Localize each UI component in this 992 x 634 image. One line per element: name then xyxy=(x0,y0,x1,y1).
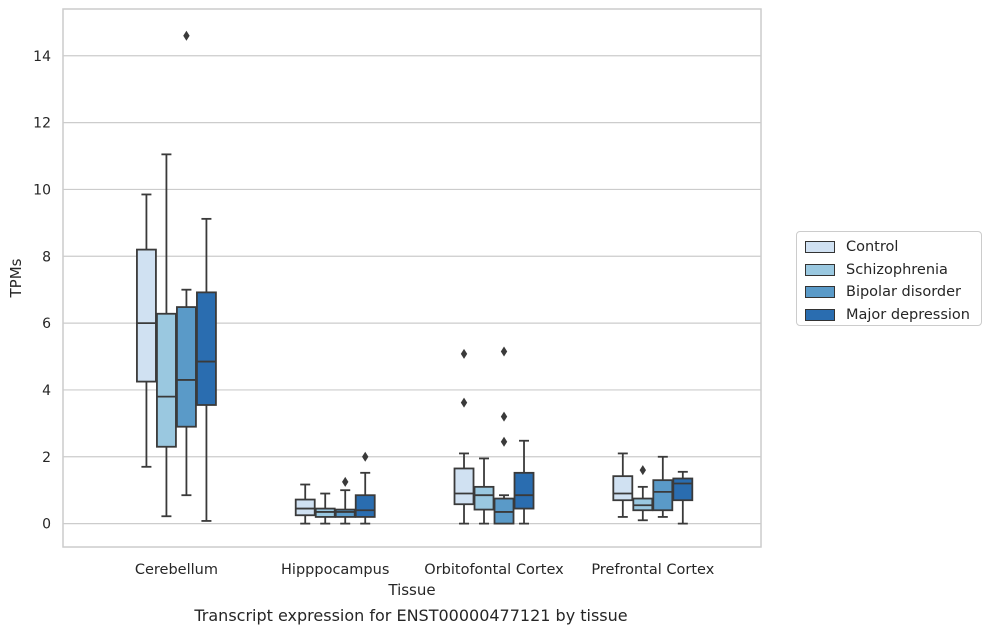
x-tick-label: Orbitofontal Cortex xyxy=(424,562,564,578)
outlier-marker xyxy=(460,348,468,359)
box xyxy=(473,485,495,511)
legend-label: Major depression xyxy=(846,306,970,323)
outlier-marker xyxy=(500,346,508,357)
x-tick-label: Prefrontal Cortex xyxy=(591,562,714,578)
y-tick-label: 14 xyxy=(33,49,51,65)
outlier-marker xyxy=(639,465,647,476)
box xyxy=(672,477,694,502)
box xyxy=(513,471,535,510)
y-tick-label: 4 xyxy=(42,383,51,399)
box xyxy=(354,494,376,518)
legend-label: Control xyxy=(846,239,899,256)
plot-area xyxy=(62,8,762,548)
legend-item: Control xyxy=(805,236,981,259)
legend-item: Bipolar disorder xyxy=(805,281,981,304)
chart-caption: Transcript expression for ENST0000047712… xyxy=(194,606,628,625)
box xyxy=(294,498,316,517)
y-tick-label: 8 xyxy=(42,249,51,265)
box xyxy=(652,479,674,512)
legend: Control Schizophrenia Bipolar disorder Majo… xyxy=(796,231,982,326)
outlier-marker xyxy=(500,436,508,447)
box xyxy=(136,248,157,383)
outlier-marker xyxy=(362,451,369,462)
legend-item: Major depression xyxy=(805,304,981,327)
box xyxy=(196,291,217,406)
x-tick-label: Cerebellum xyxy=(135,562,218,578)
legend-item: Schizophrenia xyxy=(805,259,981,282)
outlier-marker xyxy=(460,397,468,408)
y-tick-label: 12 xyxy=(33,116,51,132)
x-axis-label: Tissue xyxy=(387,581,435,599)
y-tick-label: 6 xyxy=(42,316,51,332)
legend-label: Schizophrenia xyxy=(846,261,948,278)
y-tick-label: 2 xyxy=(42,450,51,466)
y-tick-label: 0 xyxy=(42,517,51,533)
legend-label: Bipolar disorder xyxy=(846,284,961,301)
y-axis-label: TPMs xyxy=(7,258,25,298)
box xyxy=(453,467,475,506)
legend-swatch xyxy=(805,308,835,321)
legend-swatch xyxy=(805,263,835,276)
box xyxy=(156,312,177,448)
outlier-marker xyxy=(183,30,190,41)
box xyxy=(176,306,197,428)
box xyxy=(334,508,356,518)
y-tick-label: 10 xyxy=(33,182,51,198)
x-tick-label: Hipppocampus xyxy=(281,562,389,578)
outlier-marker xyxy=(342,476,349,487)
legend-swatch xyxy=(805,286,835,299)
outlier-marker xyxy=(500,411,508,422)
legend-swatch xyxy=(805,241,835,254)
box xyxy=(612,475,634,502)
